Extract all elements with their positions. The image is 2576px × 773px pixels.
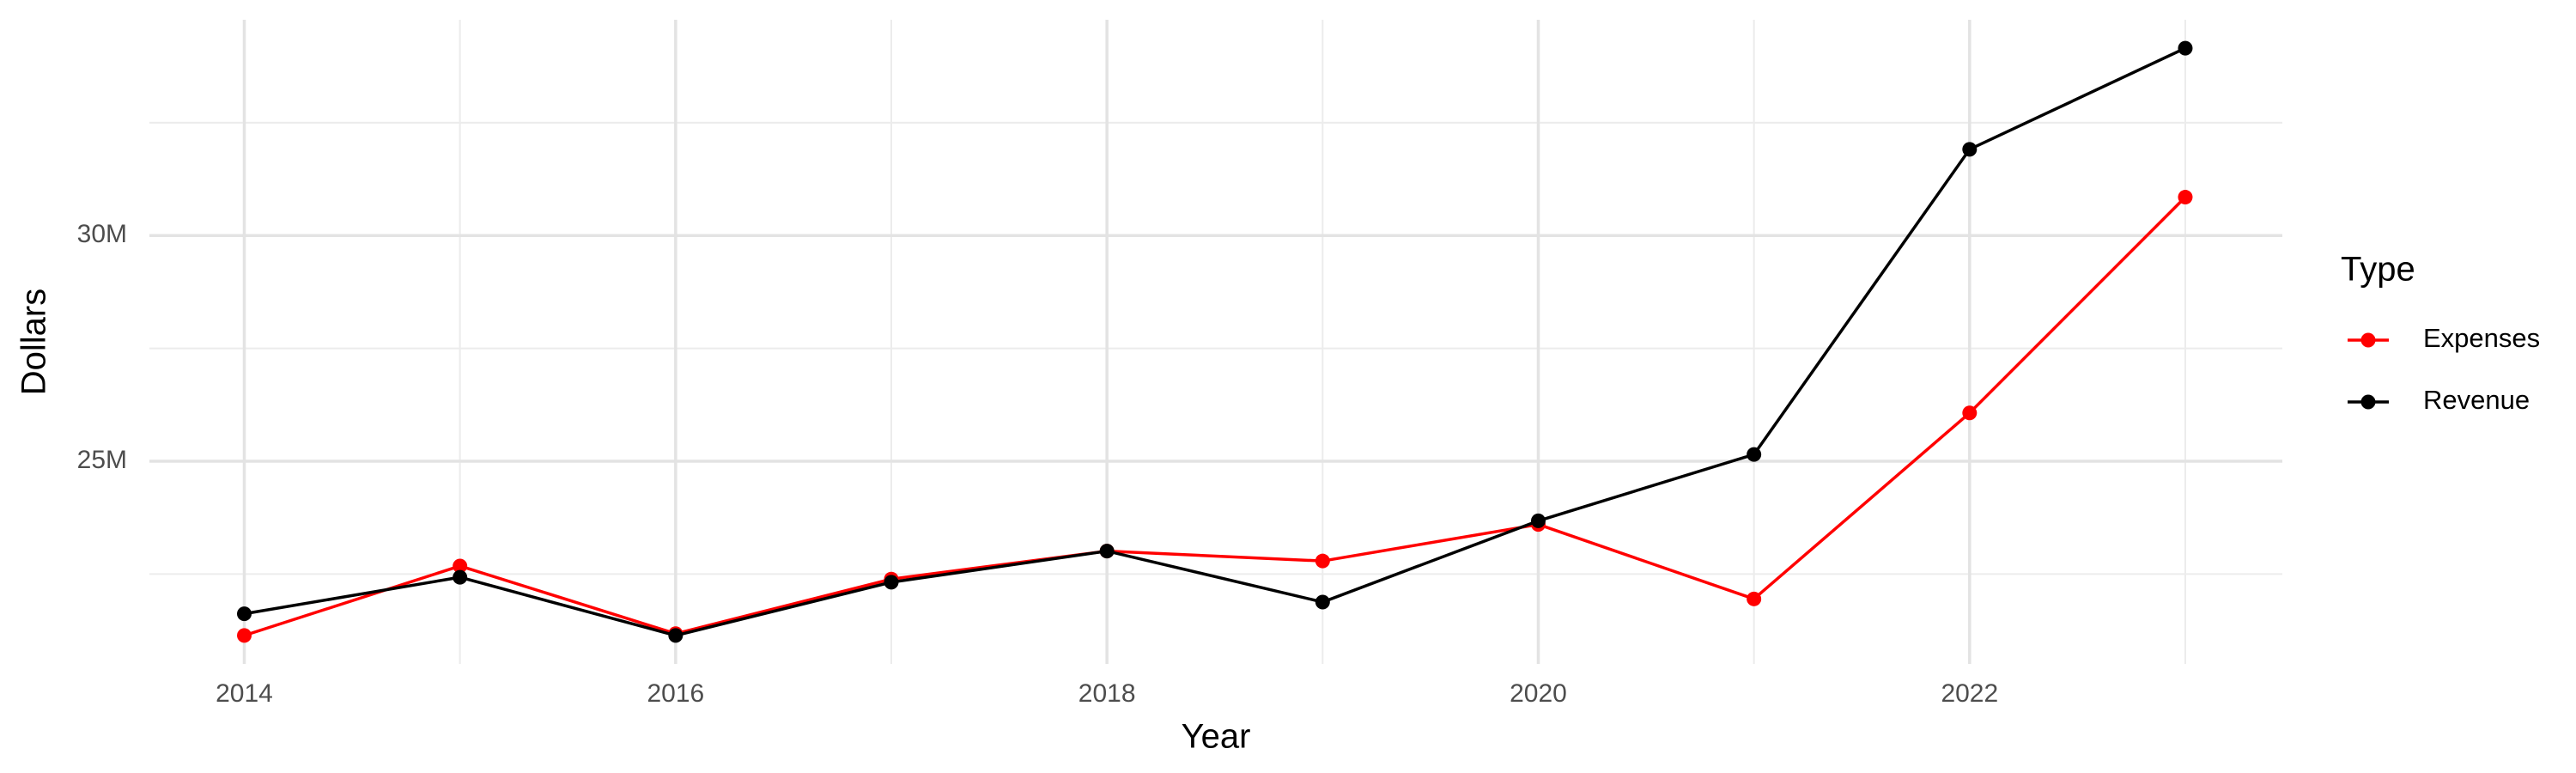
data-point [1747,447,1762,462]
data-point [237,606,252,622]
legend-label: Expenses [2423,323,2540,353]
data-point [237,628,252,643]
y-tick-label: 30M [77,220,127,248]
x-axis-title: Year [1182,718,1251,756]
legend-label: Revenue [2423,385,2530,415]
x-tick-label: 2022 [1941,679,1998,708]
x-tick-label: 2020 [1510,679,1567,708]
data-point [1315,553,1330,569]
legend-marker [2360,394,2376,410]
x-tick-label: 2014 [216,679,273,708]
data-point [1099,544,1115,559]
data-point [2178,190,2193,205]
data-point [668,628,683,643]
series-line [243,196,2187,637]
data-point [1747,591,1762,606]
data-point [1962,142,1978,157]
data-point [1530,513,1546,528]
legend-marker [2360,332,2376,348]
data-point [453,569,468,585]
data-point [884,575,899,590]
y-tick-label: 25M [77,446,127,474]
data-point [2178,40,2193,56]
x-tick-label: 2018 [1078,679,1136,708]
legend-title: Type [2341,251,2415,289]
x-tick-label: 2016 [647,679,704,708]
data-point [1962,405,1978,421]
data-point [453,558,468,574]
data-point [1315,594,1330,610]
y-axis-title: Dollars [15,289,53,395]
series-line [244,46,2186,637]
